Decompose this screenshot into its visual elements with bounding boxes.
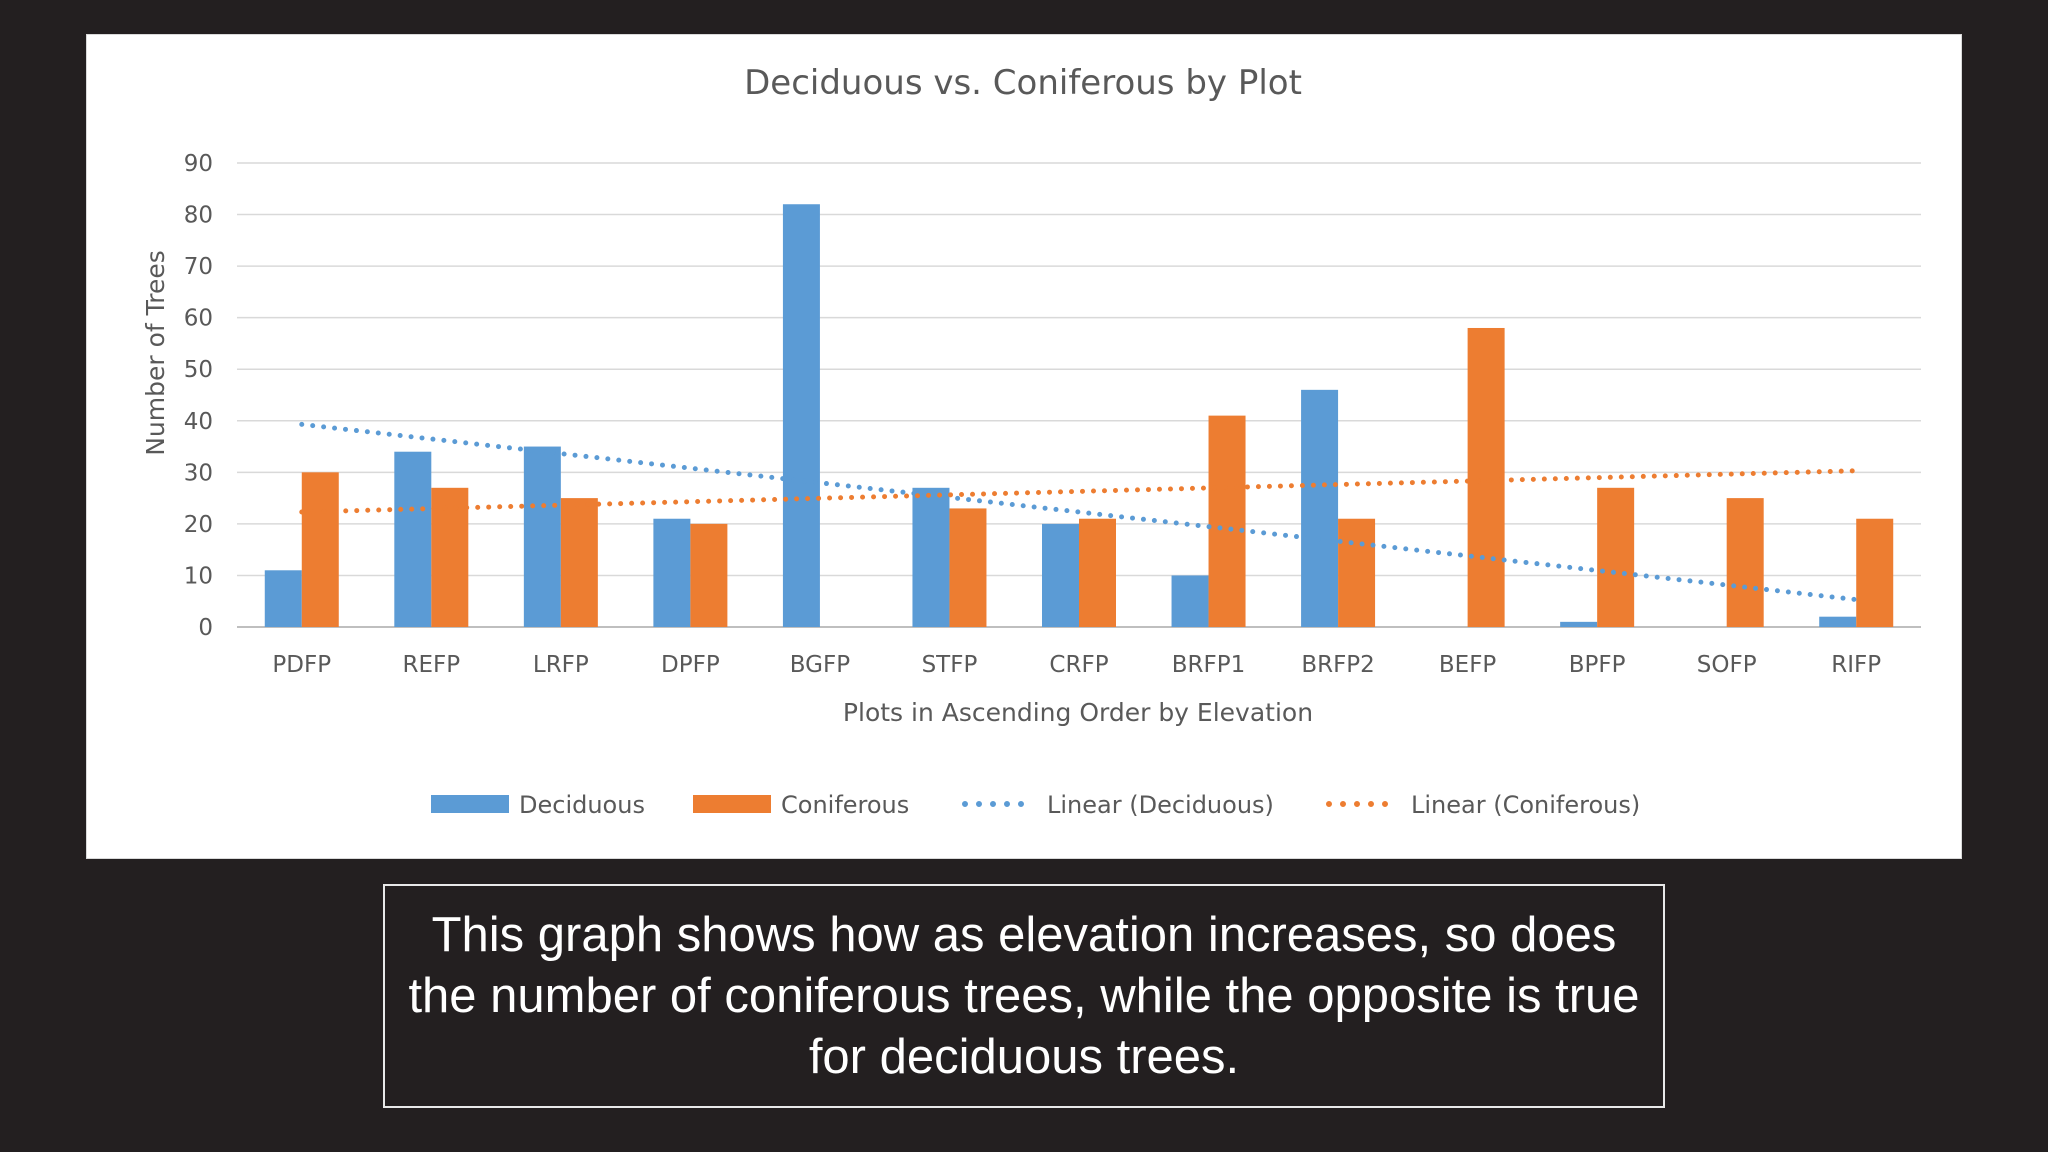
x-tick-label: BRFP2 <box>1301 652 1375 678</box>
y-tick-label: 30 <box>184 460 213 486</box>
bar-deciduous-rifp <box>1819 616 1857 627</box>
y-axis-title: Number of Trees <box>141 250 170 456</box>
bar-deciduous-stfp <box>912 487 950 627</box>
x-tick-label: BGFP <box>790 652 850 678</box>
bar-deciduous-pdfp <box>264 570 302 627</box>
legend-label: Deciduous <box>519 791 645 819</box>
x-tick-label: RIFP <box>1831 652 1881 678</box>
x-tick-label: PDFP <box>272 652 331 678</box>
bar-deciduous-refp <box>394 451 432 627</box>
legend-label: Linear (Coniferous) <box>1411 791 1640 819</box>
bar-coniferous-brfp2 <box>1338 518 1376 627</box>
x-tick-label: BRFP1 <box>1172 652 1246 678</box>
bar-chart: Deciduous vs. Coniferous by Plot 0 10 20 30… <box>141 63 1921 819</box>
chart-panel: Deciduous vs. Coniferous by Plot 0 10 20 30… <box>86 34 1962 859</box>
x-axis-title: Plots in Ascending Order by Elevation <box>843 698 1313 727</box>
y-tick-label: 10 <box>184 563 213 589</box>
gridlines <box>237 162 1921 628</box>
bar-deciduous-lrfp <box>523 446 561 627</box>
caption-text: This graph shows how as elevation increa… <box>408 907 1640 1084</box>
y-tick-label: 90 <box>184 151 213 177</box>
x-tick-label: LRFP <box>533 652 589 678</box>
y-axis-ticks: 0 10 20 30 40 50 60 70 80 90 <box>184 151 213 641</box>
y-tick-label: 40 <box>184 409 213 435</box>
trendlines <box>299 421 1859 603</box>
x-tick-label: BEFP <box>1439 652 1497 678</box>
y-tick-label: 50 <box>184 357 213 383</box>
y-tick-label: 0 <box>198 615 213 641</box>
y-tick-label: 70 <box>184 254 213 280</box>
legend-label: Linear (Deciduous) <box>1047 791 1274 819</box>
caption-box: This graph shows how as elevation increa… <box>383 884 1665 1108</box>
legend-label: Coniferous <box>781 791 909 819</box>
y-tick-label: 60 <box>184 306 213 332</box>
bar-coniferous-bpfp <box>1597 487 1635 627</box>
trendline-coniferous <box>299 468 1859 515</box>
bar-coniferous-crfp <box>1079 518 1116 627</box>
bars <box>264 204 1894 627</box>
bar-deciduous-bpfp <box>1560 621 1598 627</box>
x-tick-label: REFP <box>402 652 460 678</box>
y-tick-label: 20 <box>184 512 213 538</box>
bar-coniferous-refp <box>431 487 469 627</box>
trendline-deciduous <box>299 421 1859 603</box>
x-tick-label: BPFP <box>1569 652 1626 678</box>
bar-deciduous-brfp2 <box>1301 389 1339 627</box>
bar-deciduous-brfp1 <box>1171 575 1209 627</box>
bar-deciduous-bgfp <box>782 204 820 627</box>
legend: Deciduous Coniferous Linear (Deciduous) Lin… <box>431 791 1640 819</box>
bar-deciduous-dpfp <box>653 518 691 627</box>
x-tick-label: CRFP <box>1049 652 1108 678</box>
bar-coniferous-stfp <box>949 508 987 627</box>
bar-coniferous-lrfp <box>560 498 598 627</box>
bar-coniferous-befp <box>1467 327 1505 627</box>
bar-coniferous-pdfp <box>301 472 339 627</box>
x-axis-ticks: PDFP REFP LRFP DPFP BGFP STFP CRFP BRFP1 BRFP2 BE… <box>272 652 1881 678</box>
x-tick-label: DPFP <box>661 652 720 678</box>
chart-title: Deciduous vs. Coniferous by Plot <box>744 63 1302 103</box>
legend-swatch <box>693 795 771 813</box>
bar-coniferous-dpfp <box>690 523 728 627</box>
bar-coniferous-rifp <box>1856 518 1894 627</box>
bar-deciduous-crfp <box>1042 523 1079 627</box>
legend-swatch <box>431 795 509 813</box>
x-tick-label: STFP <box>922 652 978 678</box>
y-tick-label: 80 <box>184 203 213 229</box>
x-tick-label: SOFP <box>1697 652 1757 678</box>
bar-coniferous-sofp <box>1726 498 1764 627</box>
bar-coniferous-brfp1 <box>1208 415 1246 627</box>
